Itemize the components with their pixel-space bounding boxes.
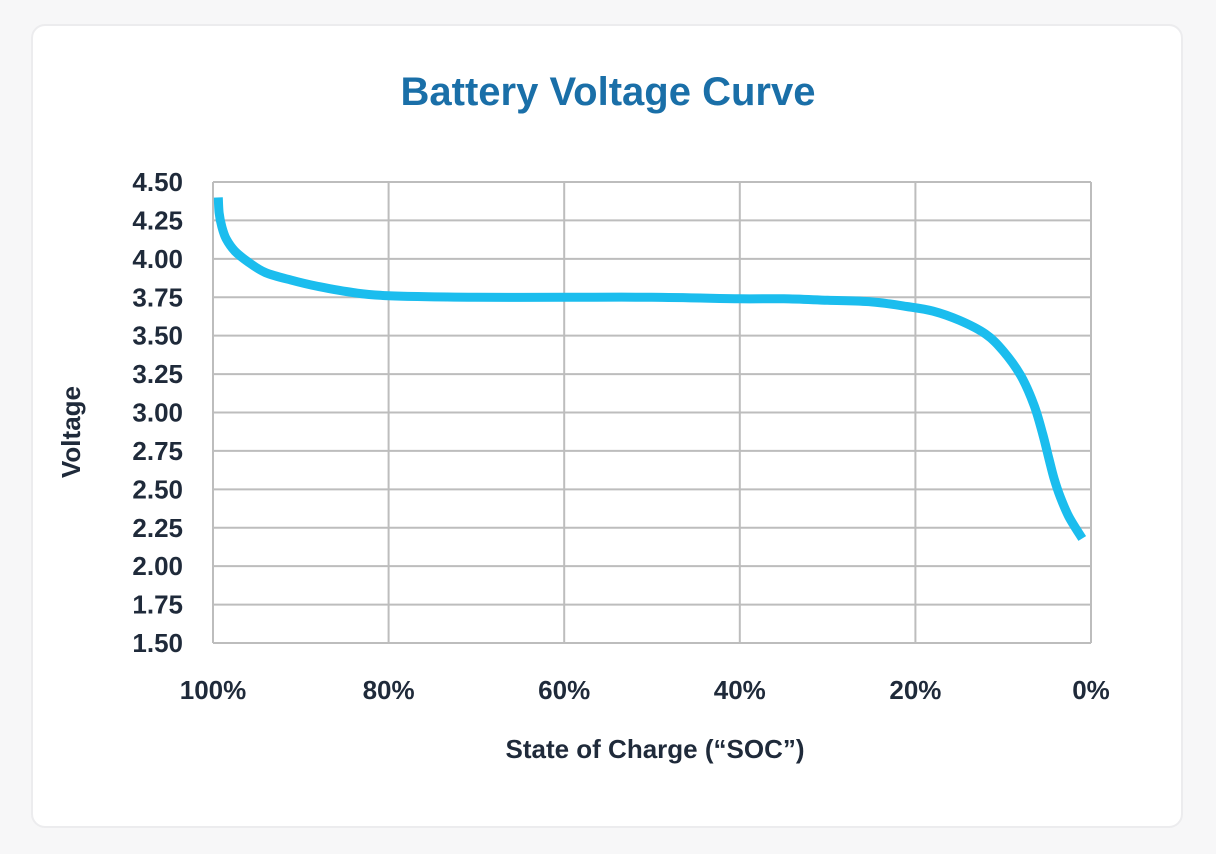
x-tick-label: 100% bbox=[180, 675, 247, 705]
y-axis-ticks: 4.50 4.25 4.00 3.75 3.50 3.25 3.00 2.75 2.50 2.25… bbox=[132, 167, 183, 658]
y-tick-label: 2.25 bbox=[132, 513, 183, 543]
y-tick-label: 3.75 bbox=[132, 282, 183, 312]
y-tick-label: 4.50 bbox=[132, 167, 183, 197]
y-axis-label: Voltage bbox=[56, 386, 86, 478]
x-axis-ticks: 100% 80% 60% 40% 20% 0% bbox=[180, 675, 1110, 705]
voltage-curve-line bbox=[213, 197, 1087, 541]
y-tick-label: 1.50 bbox=[132, 628, 183, 658]
x-tick-label: 80% bbox=[363, 675, 415, 705]
x-axis-label: State of Charge (“SOC”) bbox=[505, 734, 804, 764]
chart-title: Battery Voltage Curve bbox=[400, 70, 816, 114]
chart-series bbox=[213, 197, 1087, 541]
y-tick-label: 2.75 bbox=[132, 436, 183, 466]
chart-grid bbox=[212, 181, 1092, 644]
y-tick-label: 2.00 bbox=[132, 551, 183, 581]
chart-card bbox=[31, 24, 1183, 828]
y-tick-label: 1.75 bbox=[132, 590, 183, 620]
x-tick-label: 0% bbox=[1072, 675, 1110, 705]
y-tick-label: 3.50 bbox=[132, 321, 183, 351]
y-tick-label: 3.00 bbox=[132, 398, 183, 428]
y-tick-label: 4.00 bbox=[132, 244, 183, 274]
y-tick-label: 4.25 bbox=[132, 205, 183, 235]
y-tick-label: 3.25 bbox=[132, 359, 183, 389]
x-tick-label: 60% bbox=[538, 675, 590, 705]
x-tick-label: 20% bbox=[889, 675, 941, 705]
y-tick-label: 2.50 bbox=[132, 474, 183, 504]
x-tick-label: 40% bbox=[714, 675, 766, 705]
